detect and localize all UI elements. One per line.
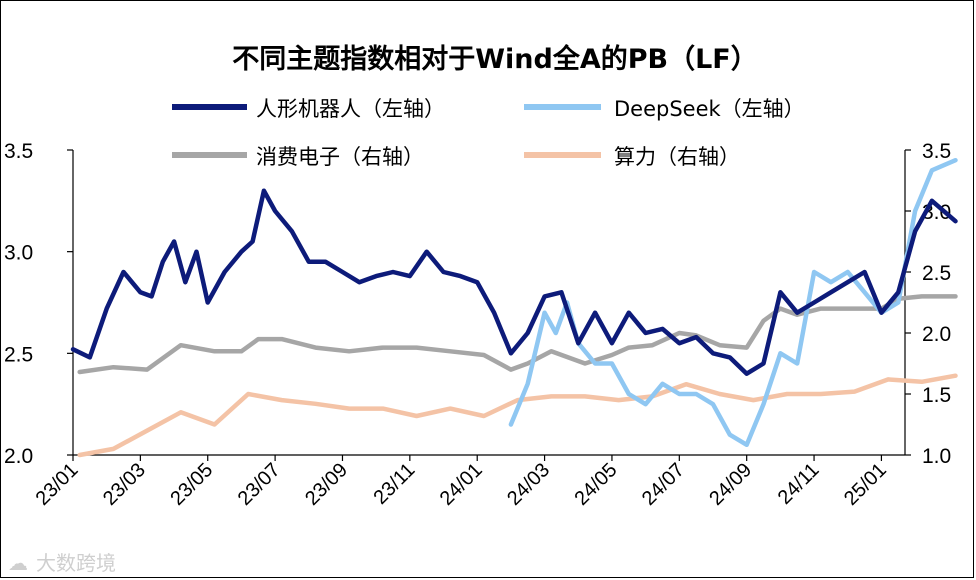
left-tick-label: 2.0 — [4, 445, 33, 468]
legend-label-deepseek: DeepSeek（左轴） — [614, 97, 805, 121]
legend-label-computing-power: 算力（右轴） — [614, 145, 740, 169]
series-line-consumer-electronics — [77, 294, 958, 375]
right-axis-ticks: 1.01.52.02.53.03.5 — [905, 140, 951, 468]
x-tick-label: 24/07 — [638, 459, 689, 510]
series-line-computing-power — [77, 373, 958, 458]
right-tick-label: 2.0 — [922, 323, 951, 346]
right-tick-label: 1.0 — [922, 445, 951, 468]
right-tick-label: 1.5 — [922, 384, 951, 407]
series-line-humanoid — [70, 188, 958, 376]
x-tick-label: 25/01 — [840, 459, 891, 510]
x-tick-label: 23/07 — [234, 459, 285, 510]
x-axis-ticks: 23/01 23/03 23/05 23/07 23/09 23/11 24/01 24/03… — [32, 455, 891, 510]
x-tick-label: 24/03 — [503, 459, 554, 510]
watermark-logo-icon: ☁ — [8, 551, 28, 575]
legend: 人形机器人（左轴） DeepSeek（左轴） 消费电子（右轴） 算力（右轴） — [172, 97, 805, 169]
x-tick-label: 24/01 — [436, 459, 487, 510]
watermark-text: 大数跨境 — [36, 551, 116, 575]
right-tick-label: 2.5 — [922, 262, 951, 285]
right-tick-label: 3.5 — [922, 140, 951, 163]
x-tick-label: 23/05 — [166, 459, 217, 510]
chart-title: 不同主题指数相对于Wind全A的PB（LF） — [232, 43, 758, 75]
x-tick-label: 23/03 — [99, 459, 150, 510]
left-tick-label: 2.5 — [4, 343, 33, 366]
x-tick-label: 24/05 — [571, 459, 622, 510]
x-tick-label: 24/09 — [705, 459, 756, 510]
x-tick-label: 23/09 — [301, 459, 352, 510]
x-tick-label: 23/01 — [32, 459, 83, 510]
watermark: ☁ 大数跨境 — [8, 551, 116, 575]
x-tick-label: 24/11 — [774, 459, 824, 509]
series-lines — [70, 157, 958, 458]
left-tick-label: 3.5 — [4, 140, 33, 163]
axes — [72, 150, 906, 456]
left-axis-ticks: 2.0 2.5 3.0 3.5 — [4, 140, 73, 468]
legend-label-humanoid: 人形机器人（左轴） — [256, 97, 445, 121]
x-tick-label: 23/11 — [369, 459, 419, 509]
left-tick-label: 3.0 — [4, 242, 33, 265]
legend-label-consumer-electronics: 消费电子（右轴） — [256, 145, 424, 169]
